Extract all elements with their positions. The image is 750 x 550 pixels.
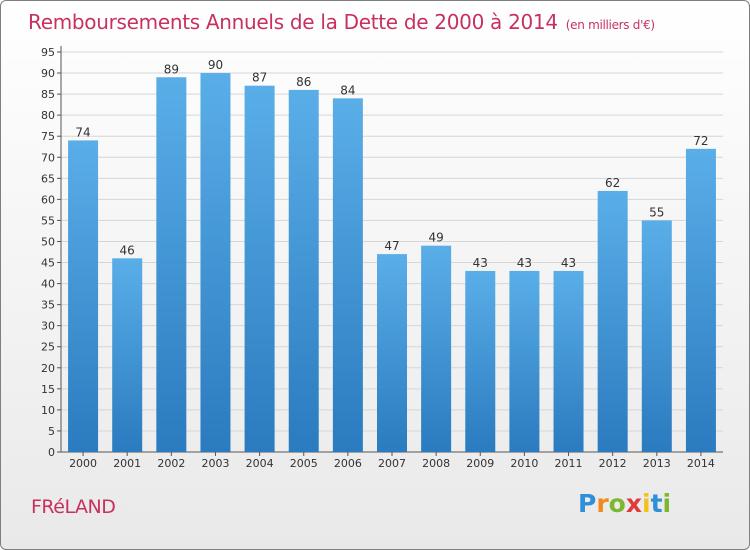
- y-tick-label: 80: [41, 109, 55, 122]
- y-tick-label: 90: [41, 67, 55, 80]
- bar: [68, 140, 99, 452]
- x-tick-label: 2004: [246, 457, 274, 470]
- bar: [641, 220, 672, 452]
- bar: [244, 85, 275, 453]
- bar: [112, 258, 143, 452]
- x-tick-label: 2005: [290, 457, 318, 470]
- x-tick-label: 2010: [510, 457, 538, 470]
- data-label: 43: [517, 256, 532, 270]
- logo-letter: i: [642, 489, 651, 518]
- x-tick-label: 2000: [69, 457, 97, 470]
- y-tick-label: 85: [41, 88, 55, 101]
- bar: [288, 89, 319, 452]
- y-tick-label: 30: [41, 320, 55, 333]
- y-tick-label: 5: [48, 425, 55, 438]
- bar: [553, 270, 584, 452]
- data-label: 47: [384, 239, 399, 253]
- x-tick-label: 2013: [643, 457, 671, 470]
- y-tick-label: 35: [41, 299, 55, 312]
- y-tick-label: 65: [41, 172, 55, 185]
- bar: [421, 245, 452, 452]
- y-tick-label: 75: [41, 130, 55, 143]
- data-label: 43: [561, 256, 576, 270]
- logo-letter: i: [662, 489, 672, 518]
- data-label: 74: [75, 125, 90, 139]
- y-tick-label: 10: [41, 404, 55, 417]
- proxiti-logo: Proxiti: [578, 489, 671, 518]
- bar: [597, 190, 628, 452]
- bar: [509, 270, 540, 452]
- logo-letter: o: [608, 489, 626, 518]
- x-tick-label: 2011: [555, 457, 583, 470]
- y-tick-label: 60: [41, 193, 55, 206]
- bar: [156, 77, 187, 453]
- x-tick-label: 2001: [113, 457, 141, 470]
- bar: [465, 270, 496, 452]
- y-tick-label: 95: [41, 46, 55, 59]
- chart-unit: (en milliers d'€): [565, 18, 655, 32]
- x-tick-label: 2009: [466, 457, 494, 470]
- y-tick-label: 45: [41, 257, 55, 270]
- x-tick-label: 2008: [422, 457, 450, 470]
- data-label: 55: [649, 205, 664, 219]
- x-tick-label: 2012: [599, 457, 627, 470]
- x-tick-label: 2003: [201, 457, 229, 470]
- x-tick-label: 2007: [378, 457, 406, 470]
- bar: [200, 73, 231, 452]
- data-label: 90: [208, 58, 223, 72]
- data-label: 49: [428, 231, 443, 245]
- logo-letter: x: [625, 489, 642, 518]
- bar: [377, 254, 407, 452]
- y-tick-label: 15: [41, 383, 55, 396]
- data-label: 89: [164, 62, 179, 76]
- logo-letter: P: [578, 489, 597, 518]
- x-tick-label: 2002: [157, 457, 185, 470]
- y-tick-label: 70: [41, 151, 55, 164]
- chart-title-text: Remboursements Annuels de la Dette de 20…: [28, 10, 558, 34]
- x-tick-label: 2006: [334, 457, 362, 470]
- y-tick-label: 20: [41, 362, 55, 375]
- data-label: 46: [120, 243, 135, 257]
- y-tick-label: 55: [41, 214, 55, 227]
- y-tick-label: 50: [41, 235, 55, 248]
- x-tick-label: 2014: [687, 457, 715, 470]
- commune-name: FRéLAND: [31, 496, 116, 518]
- bar: [685, 148, 716, 452]
- data-label: 84: [340, 83, 355, 97]
- bar: [332, 98, 363, 452]
- data-label: 62: [605, 176, 620, 190]
- logo-letter: t: [650, 489, 663, 518]
- chart-title: Remboursements Annuels de la Dette de 20…: [28, 10, 655, 34]
- data-label: 43: [473, 256, 488, 270]
- y-tick-label: 25: [41, 341, 55, 354]
- data-label: 72: [693, 134, 708, 148]
- y-tick-label: 0: [48, 446, 55, 459]
- logo-letter: r: [596, 489, 609, 518]
- data-label: 87: [252, 71, 267, 85]
- data-label: 86: [296, 75, 311, 89]
- y-tick-label: 40: [41, 278, 55, 291]
